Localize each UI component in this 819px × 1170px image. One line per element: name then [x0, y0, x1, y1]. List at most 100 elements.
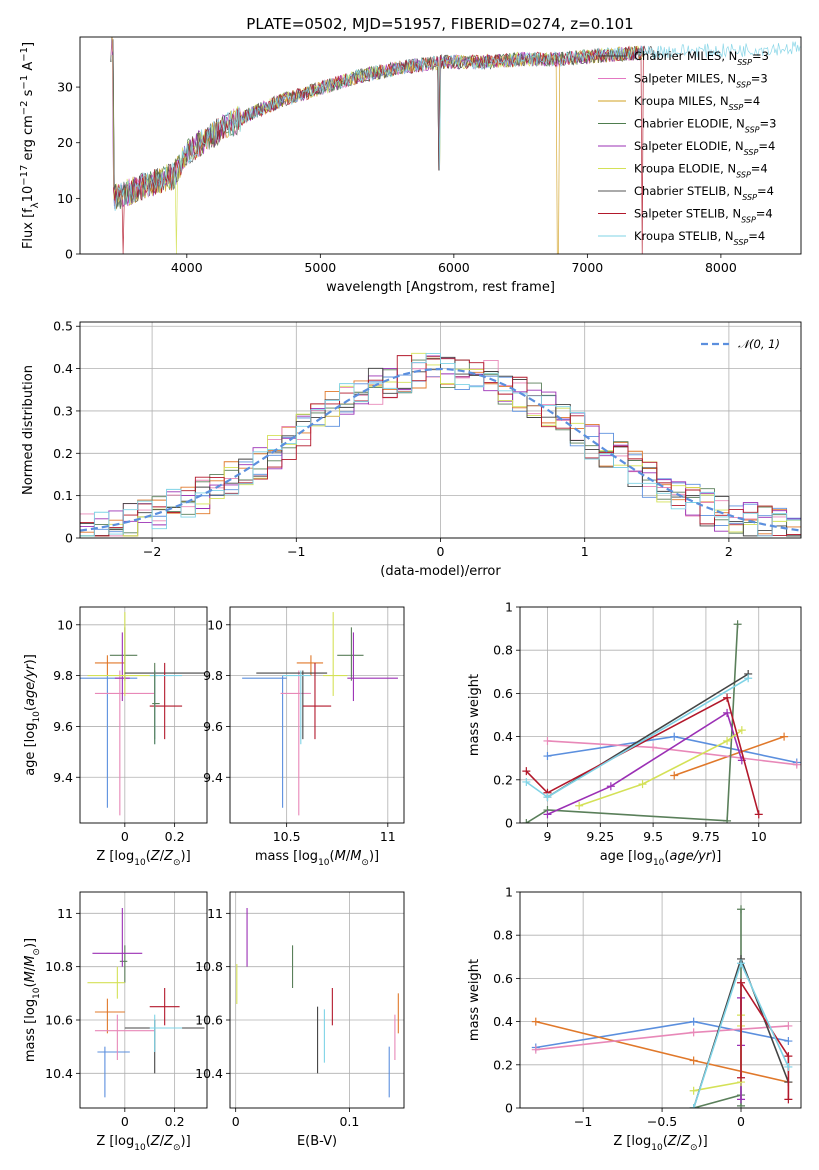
label-part: SSP [741, 215, 756, 224]
x-tick-label: 2 [725, 544, 733, 559]
label-part: =4 [748, 229, 765, 243]
weight-line [547, 711, 743, 816]
label-part: age [log [23, 723, 38, 776]
x-axis-label: Z [log10(Z/Z⊙)] [613, 1134, 707, 1153]
x-axis-label: Z [log10(Z/Z⊙)] [96, 1134, 190, 1153]
x-axis-label: (data-model)/error [380, 564, 501, 579]
x-tick-label: 11 [380, 829, 396, 844]
label-part: mass [log [23, 999, 38, 1062]
label-part: Kroupa ELODIE, N [634, 162, 736, 176]
label-part: SSP [729, 103, 744, 112]
label-part: 10 [318, 858, 330, 868]
y-tick-label: 10 [57, 191, 73, 206]
label-part: / [160, 1134, 165, 1149]
label-part: erg cm [21, 115, 36, 164]
axes-frame [79, 36, 802, 255]
x-tick-label: 4000 [171, 260, 203, 275]
label-part: M [23, 956, 38, 967]
weight-line [693, 909, 742, 1108]
weight-line [525, 624, 739, 823]
weight-marker [670, 771, 679, 780]
label-part: 10 [653, 858, 665, 868]
weight-marker [744, 674, 753, 683]
label-part: ( [23, 706, 38, 711]
x-tick-label: 1 [581, 544, 589, 559]
label-part: =4 [758, 139, 775, 153]
y-tick-label: 10.8 [45, 959, 73, 974]
weight-marker [522, 819, 531, 823]
label-part: ] [21, 42, 36, 47]
x-tick-label: 0 [737, 1114, 745, 1129]
label-part: Chabrier ELODIE, N [634, 117, 745, 131]
panel-mass_vs_ebv: 0 0.1 10.4 10.6 10.8 11 E(B-V) [195, 891, 405, 1149]
y-axis-label: mass [log10(M/M⊙)] [23, 938, 42, 1062]
label-part: SSP [736, 170, 751, 179]
y-tick-label: 0.8 [493, 928, 513, 943]
label-part: 10 [651, 1143, 663, 1153]
y-tick-label: 0.4 [493, 1014, 513, 1029]
label-part: Kroupa STELIB, N [634, 229, 734, 243]
legend-label: Salpeter STELIB, NSSP=4 [634, 207, 773, 225]
weight-marker [543, 793, 552, 802]
axes-frame [519, 891, 802, 1109]
label-part: =3 [751, 72, 768, 86]
y-tick-label: 10.4 [195, 1066, 223, 1081]
weight-marker [575, 801, 584, 810]
x-tick-label: 0.2 [165, 829, 185, 844]
x-tick-label: 8000 [705, 260, 737, 275]
weight-marker [723, 693, 732, 702]
label-part: ( [663, 1134, 668, 1149]
x-tick-label: −1 [287, 544, 305, 559]
label-part: Salpeter STELIB, N [634, 207, 741, 221]
label-part: 10 [134, 858, 146, 868]
weight-marker [723, 708, 732, 717]
weight-marker [723, 736, 732, 745]
label-part: )] [711, 849, 721, 864]
weight-line [578, 729, 743, 807]
label-part: Chabrier STELIB, N [634, 184, 742, 198]
label-part: ( [330, 849, 335, 864]
weight-marker [522, 767, 531, 776]
spectrum-line [113, 41, 801, 211]
panel-weight_vs_Z: −1 −0.5 000.20.40.60.81Z [log10(Z/Z⊙)]mass… [467, 885, 802, 1153]
legend-label: 𝒩(0, 1) [738, 337, 780, 351]
label-part: ⊙ [173, 858, 181, 868]
label-part: =4 [756, 207, 773, 221]
weight-marker [531, 1017, 540, 1026]
figure-title: PLATE=0502, MJD=51957, FIBERID=0274, z=0… [246, 15, 633, 33]
y-tick-label: 10 [57, 617, 73, 632]
label-part: M [350, 849, 361, 864]
label-part: λ [30, 202, 41, 208]
label-part: SSP [737, 58, 752, 67]
label-part: / [23, 966, 38, 971]
label-part: )] [23, 654, 38, 664]
normal-curve [80, 367, 801, 532]
axes-frame [79, 606, 208, 824]
y-tick-label: 0.8 [493, 643, 513, 658]
weight-marker [649, 743, 658, 752]
label-part: Z [150, 1134, 161, 1149]
weight-marker [754, 810, 763, 819]
legend-label: Salpeter ELODIE, NSSP=4 [634, 139, 775, 157]
label-part: age/yr [23, 663, 38, 706]
panel-spectrum: 4000 5000 6000 7000 8000 0 10 20 30 wavelength [A… [19, 36, 802, 295]
label-part: ⊙ [173, 1143, 181, 1153]
y-axis-label: Normed distribution [21, 365, 36, 495]
y-tick-label: 9.4 [53, 770, 73, 785]
label-part: Salpeter ELODIE, N [634, 139, 744, 153]
weight-marker [737, 726, 746, 735]
label-part: M [23, 971, 38, 982]
spectrum-line [112, 39, 655, 209]
label-part: 10 [21, 186, 36, 203]
x-tick-label: −2 [143, 544, 161, 559]
x-tick-label: 0 [437, 544, 445, 559]
label-part: =4 [743, 94, 760, 108]
x-tick-label: 0.2 [165, 1114, 185, 1129]
histogram-step [80, 353, 801, 538]
x-tick-label: −0.5 [647, 1114, 677, 1129]
y-axis-label: mass weight [467, 959, 482, 1041]
panel-residuals: −2 −1 0 1 2 0 0.1 0.2 0.3 0.4 0.5 (data-model)/erro… [21, 319, 802, 579]
x-axis-label: mass [log10(M/M⊙)] [255, 849, 379, 868]
